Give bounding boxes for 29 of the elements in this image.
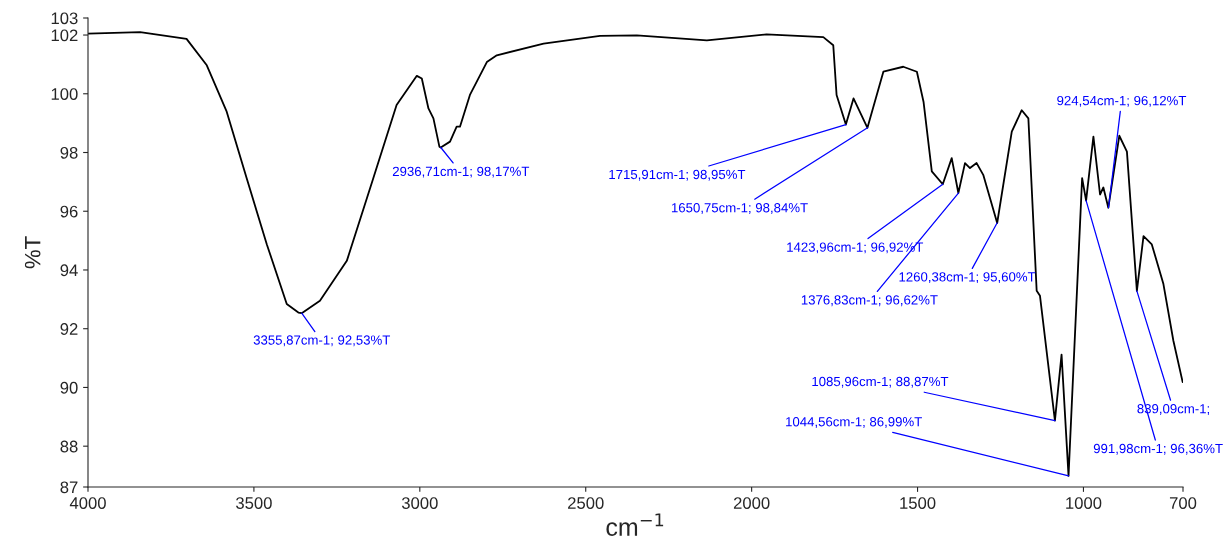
y-tick-label: 88 — [60, 440, 78, 453]
y-tick-label: 100 — [51, 88, 78, 100]
y-tick-label: 96 — [60, 205, 78, 218]
annotation: 1044,56cm-1; 86,99%T — [786, 417, 922, 428]
y-tick-label: 103 — [51, 12, 78, 25]
annotation: 991,98cm-1; 96,36%T — [1093, 443, 1223, 455]
y-tick-label: 94 — [60, 264, 78, 277]
y-tick-label: 87 — [60, 481, 78, 494]
x-tick-label: 2000 — [733, 497, 770, 509]
y-tick-label: 102 — [51, 29, 78, 42]
annotation: 1650,75cm-1; 98,84%T — [671, 203, 808, 214]
annotation: 3355,87cm-1; 92,53%T — [253, 335, 391, 347]
x-tick-label: 2500 — [568, 497, 604, 509]
x-tick-label: 1500 — [900, 497, 936, 509]
annotation: 924,54cm-1; 96,12%T — [1057, 95, 1187, 107]
annotation: 1715,91cm-1; 98,95%T — [609, 169, 746, 181]
x-tick-label: 700 — [1169, 497, 1197, 509]
annotation: 1085,96cm-1; 88,87%T — [812, 376, 949, 388]
y-axis-title: %T — [24, 236, 41, 269]
y-tick-label: 92 — [60, 323, 78, 335]
x-tick-label: 3000 — [401, 497, 438, 509]
x-tick-label: 1000 — [1066, 497, 1102, 509]
annotation: 2936,71cm-1; 98,17%T — [392, 166, 530, 178]
y-tick-label: 98 — [60, 146, 78, 159]
x-tick-label: 3500 — [236, 497, 272, 509]
y-tick-label: 90 — [60, 381, 78, 394]
x-axis-title: cm$^{−1}$ — [606, 513, 664, 537]
x-tick-label: 4000 — [69, 497, 106, 509]
annotation: 1376,83cm-1; 96,62%T — [801, 295, 938, 307]
